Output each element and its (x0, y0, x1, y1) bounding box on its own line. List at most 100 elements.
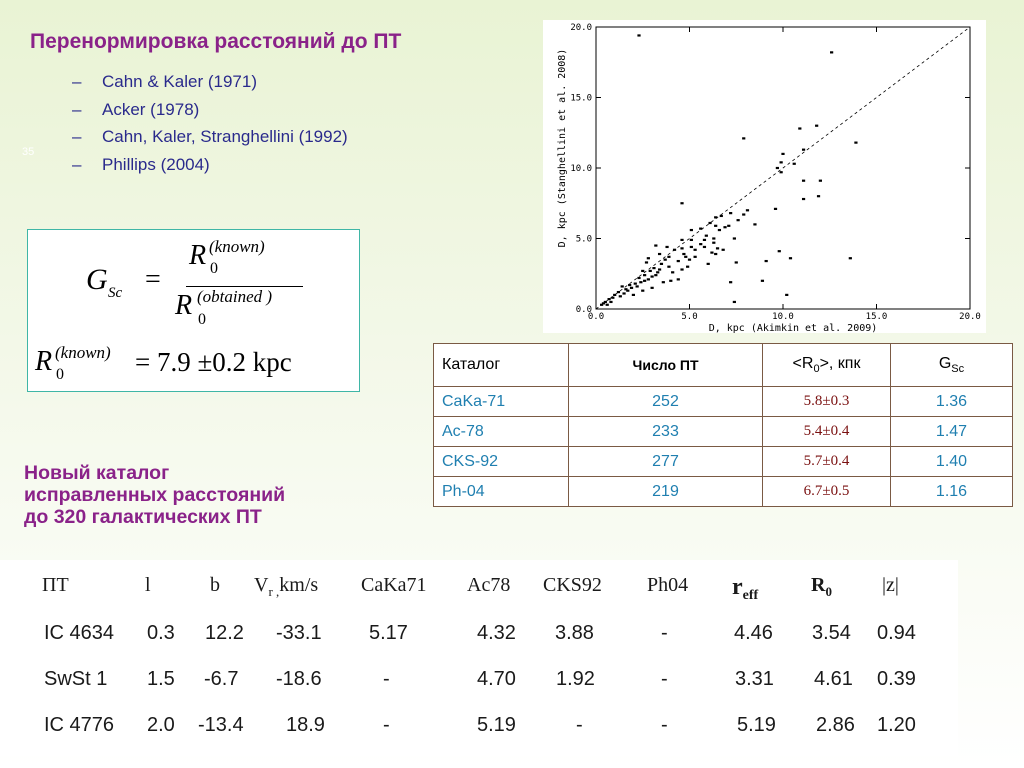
header-reff: reff (732, 574, 758, 604)
cell-vr: -33.1 (276, 622, 322, 644)
data-point (693, 255, 697, 258)
data-point (637, 276, 641, 280)
data-point (781, 152, 785, 155)
header-r0-pre: <R (792, 354, 814, 372)
data-point (657, 252, 662, 256)
data-point (816, 195, 821, 198)
cell-reff: 5.19 (737, 714, 776, 736)
data-point (656, 271, 660, 274)
list-dash: – (72, 72, 82, 91)
data-point (635, 285, 639, 288)
y-tick-label: 10.0 (570, 164, 592, 174)
data-point (719, 214, 723, 218)
cell-gsc: 1.16 (890, 476, 1013, 507)
formula-line2-sup: (known) (55, 343, 111, 362)
data-point (801, 197, 806, 201)
formula-line2-sub: 0 (56, 366, 64, 383)
data-point (687, 258, 692, 261)
data-point (854, 141, 858, 144)
cell-r0: 3.54 (812, 622, 851, 644)
cell-b: -6.7 (204, 668, 239, 690)
cell-cks92: 3.88 (555, 622, 594, 644)
data-point (717, 228, 722, 232)
data-point (676, 278, 680, 281)
cell-count: 277 (568, 446, 763, 477)
data-point (620, 285, 624, 288)
data-point (753, 223, 757, 226)
new-catalog-line: Новый каталог (24, 462, 170, 484)
cell-catalog: CaKa-71 (433, 386, 569, 417)
x-tick-label: 20.0 (959, 312, 981, 322)
data-point (712, 241, 716, 244)
cell-ph04: - (661, 622, 668, 644)
cell-z: 0.94 (877, 622, 916, 644)
data-point (667, 265, 671, 268)
data-point (798, 127, 802, 130)
formula-box: G Sc = R (known) 0 R (obtained ) 0 R (kn… (27, 229, 360, 392)
data-point (715, 247, 720, 250)
cell-l: 0.3 (147, 622, 175, 644)
data-point (639, 281, 643, 284)
x-tick-label: 5.0 (681, 312, 697, 322)
data-point (801, 179, 806, 182)
cell-cks92: - (576, 714, 583, 736)
pn-distance-table: ПТ l b Vr ,km/s CaKa71 Ac78 CKS92 Ph04 r… (0, 560, 958, 756)
data-point (629, 286, 634, 289)
data-point (801, 148, 806, 151)
new-catalog-note: Новый каталог исправленных расстояний до… (24, 462, 285, 528)
formula-g-subscript: Sc (108, 285, 123, 301)
data-point (659, 262, 664, 265)
cell-caka71: - (383, 668, 390, 690)
formula-denominator-sub: 0 (198, 311, 206, 328)
data-point (641, 289, 645, 292)
data-point (714, 224, 718, 227)
data-point (646, 278, 650, 281)
y-tick-label: 20.0 (570, 23, 592, 33)
cell-z: 1.20 (877, 714, 916, 736)
data-point (680, 247, 684, 250)
data-point (611, 296, 615, 299)
data-point (605, 303, 609, 306)
data-point (684, 255, 688, 258)
header-l: l (145, 574, 151, 596)
reference-list: – Cahn & Kaler (1971) – Acker (1978) – Cahn… (72, 72, 348, 182)
data-point (643, 279, 647, 282)
data-point (676, 259, 680, 263)
data-point (702, 238, 707, 242)
data-point (785, 293, 789, 296)
formula-line2-value: = 7.9 ±0.2 kpc (135, 347, 292, 377)
data-point (607, 298, 611, 301)
data-point (686, 265, 690, 268)
y-tick-label: 5.0 (576, 235, 592, 245)
header-gsc-main: G (938, 354, 952, 372)
formula-denominator-r: R (175, 290, 193, 321)
cell-ac78: 4.32 (477, 622, 516, 644)
data-point (742, 137, 746, 140)
data-point (671, 271, 675, 274)
data-point (600, 303, 604, 306)
cell-r0: 6.7±0.5 (762, 476, 891, 507)
formula-numerator-sup: (known) (209, 237, 265, 256)
data-point (848, 257, 852, 260)
data-point (779, 161, 783, 164)
data-point (723, 226, 727, 229)
data-point (672, 248, 677, 251)
slide-title: Перенормировка расстояний до ПТ (30, 30, 402, 53)
list-dash: – (72, 99, 82, 119)
data-point (699, 243, 703, 246)
header-r0-main: R (811, 574, 826, 596)
data-point (618, 295, 622, 298)
data-point (732, 237, 736, 240)
data-point (742, 213, 746, 216)
cell-count: 233 (568, 416, 763, 447)
x-tick-label: 0.0 (588, 312, 604, 322)
cell-catalog: Ph-04 (433, 476, 569, 507)
header-vr: Vr ,km/s (254, 574, 318, 600)
cell-name: IC 4776 (44, 714, 115, 736)
data-point (699, 227, 703, 230)
data-point (760, 279, 765, 282)
cell-gsc: 1.36 (890, 386, 1013, 417)
data-point (736, 219, 740, 222)
header-r0: R0 (811, 574, 832, 600)
data-point (680, 238, 684, 242)
